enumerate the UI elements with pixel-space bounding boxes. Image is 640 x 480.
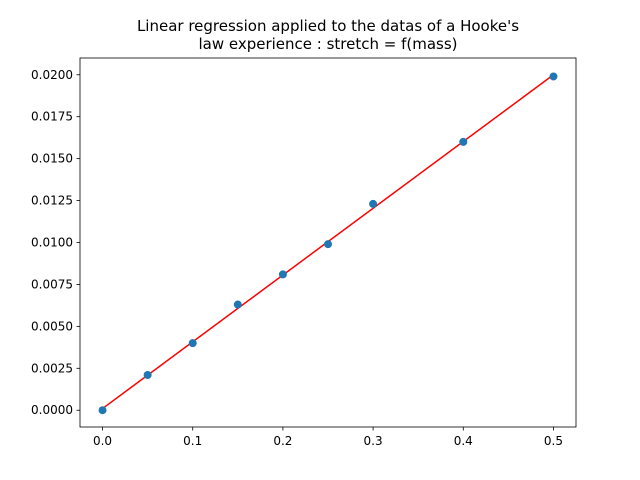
x-tick-label: 0.2 xyxy=(273,434,292,448)
y-tick-label: 0.0100 xyxy=(31,236,73,250)
y-tick-label: 0.0025 xyxy=(31,361,73,375)
y-tick-label: 0.0175 xyxy=(31,110,73,124)
data-point xyxy=(233,300,242,309)
data-point xyxy=(143,371,152,380)
y-tick-label: 0.0125 xyxy=(31,194,73,208)
data-point xyxy=(98,406,107,415)
x-tick-label: 0.0 xyxy=(93,434,112,448)
data-point xyxy=(278,270,287,279)
x-tick-label: 0.4 xyxy=(454,434,473,448)
chart-title-line-2: law experience : stretch = f(mass) xyxy=(198,35,458,53)
y-tick-label: 0.0150 xyxy=(31,152,73,166)
data-point xyxy=(188,339,197,348)
y-tick-label: 0.0200 xyxy=(31,68,73,82)
y-tick-label: 0.0075 xyxy=(31,277,73,291)
chart-title-line-1: Linear regression applied to the datas o… xyxy=(136,17,520,35)
plot-area xyxy=(98,72,558,415)
x-tick-label: 0.3 xyxy=(364,434,383,448)
data-point xyxy=(549,72,558,81)
data-point xyxy=(459,137,468,146)
data-point xyxy=(324,240,332,249)
y-tick-label: 0.0050 xyxy=(31,319,73,333)
data-point xyxy=(369,199,378,208)
x-tick-label: 0.5 xyxy=(544,434,563,448)
y-tick-label: 0.0000 xyxy=(31,403,73,417)
axes: 0.0 0.1 0.2 0.3 0.4 0.5 0.0000 0.0025 0.0050 0.00… xyxy=(31,57,577,448)
x-tick-label: 0.1 xyxy=(183,434,202,448)
